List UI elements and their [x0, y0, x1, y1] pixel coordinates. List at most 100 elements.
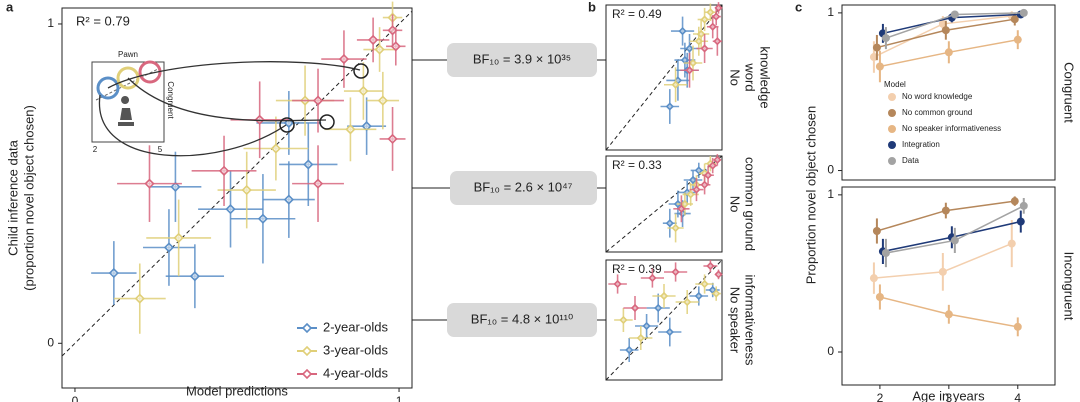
panel-label: a	[6, 0, 14, 14]
point	[881, 34, 890, 43]
point	[688, 58, 698, 68]
point	[685, 44, 694, 53]
y-tick-label: 1	[827, 187, 834, 201]
x-tick-label: 4	[1014, 391, 1021, 402]
legend-swatch	[888, 157, 896, 165]
point	[659, 291, 669, 301]
point	[712, 12, 721, 21]
y-tick-label: 0	[827, 163, 834, 177]
point	[700, 180, 709, 189]
point	[625, 345, 634, 355]
legend-label: No common ground	[902, 108, 972, 117]
point	[706, 8, 715, 17]
point	[706, 261, 715, 271]
point	[872, 43, 881, 52]
point	[708, 22, 717, 31]
bayes-factor: BF₁₀ = 3.9 × 10³⁵	[473, 51, 571, 66]
point	[1016, 217, 1025, 226]
x-tick-label: 1	[396, 394, 403, 402]
y-tick-label: 0	[827, 344, 834, 358]
point	[671, 223, 680, 233]
point	[387, 133, 398, 145]
model-label: word	[743, 62, 758, 91]
point	[1013, 35, 1022, 44]
arrow	[127, 77, 327, 122]
point	[688, 175, 698, 185]
legend-swatch	[301, 322, 313, 334]
point	[713, 155, 722, 164]
point	[1019, 8, 1028, 17]
bayes-factor: BF₁₀ = 2.6 × 10⁴⁷	[474, 179, 573, 194]
legend-label: 3-year-olds	[323, 342, 389, 357]
point	[390, 41, 401, 52]
point	[671, 80, 680, 89]
point	[377, 95, 388, 106]
point	[869, 274, 878, 283]
plot-frame	[605, 259, 723, 381]
point	[257, 213, 269, 224]
point	[950, 236, 959, 245]
highlight-circle	[319, 114, 335, 130]
point	[312, 95, 324, 106]
panel-label: b	[588, 0, 596, 14]
point	[950, 10, 959, 19]
point	[642, 321, 651, 331]
point	[218, 165, 230, 176]
point	[941, 26, 950, 35]
legend-swatch	[301, 345, 313, 357]
r-squared: R² = 0.33	[612, 158, 662, 172]
model-label: No speaker	[728, 287, 743, 354]
panel-label: c	[795, 0, 802, 14]
point	[872, 227, 881, 235]
point	[944, 310, 953, 319]
point	[345, 124, 356, 135]
point	[374, 44, 385, 55]
legend-swatch	[888, 125, 896, 133]
pawn-icon	[118, 96, 134, 126]
point	[648, 273, 657, 283]
point	[654, 303, 663, 313]
point	[283, 194, 294, 205]
x-axis-label: Age in years	[912, 388, 985, 402]
r-squared: R² = 0.39	[612, 262, 662, 276]
point	[225, 204, 236, 215]
point	[241, 184, 252, 196]
point	[696, 29, 706, 39]
point	[170, 181, 181, 192]
model-label: No	[728, 69, 743, 86]
x-axis-label: Model predictions	[186, 383, 288, 398]
legend-label: No speaker informativeness	[902, 124, 1001, 133]
point	[1010, 15, 1019, 24]
inset-title: Pawn	[118, 50, 138, 59]
arrow	[98, 94, 287, 157]
point	[712, 289, 721, 298]
point	[692, 185, 701, 194]
legend-label: No word knowledge	[902, 92, 973, 101]
point	[173, 232, 184, 244]
point	[1013, 322, 1022, 331]
highlight-circle	[353, 63, 369, 79]
point	[713, 37, 722, 46]
bf-box	[447, 303, 597, 337]
y-axis-label: Proportion novel object chosen	[803, 106, 818, 285]
point	[613, 279, 622, 289]
y-tick-label: 1	[827, 5, 834, 19]
point	[303, 159, 314, 170]
point	[361, 121, 372, 132]
legend-swatch	[888, 141, 896, 149]
legend-label: Integration	[902, 140, 940, 149]
point	[677, 204, 686, 213]
inset-circle	[96, 76, 120, 100]
legend-label: 2-year-olds	[323, 319, 389, 334]
point	[367, 34, 379, 46]
point	[700, 15, 709, 24]
y-tick-label: 0	[47, 335, 54, 349]
point	[254, 114, 265, 125]
point	[1010, 197, 1019, 206]
legend-swatch	[888, 93, 896, 101]
point	[1007, 239, 1016, 248]
bf-box	[450, 171, 597, 205]
point	[678, 26, 687, 36]
inset-circle	[116, 66, 140, 90]
point	[708, 161, 717, 170]
